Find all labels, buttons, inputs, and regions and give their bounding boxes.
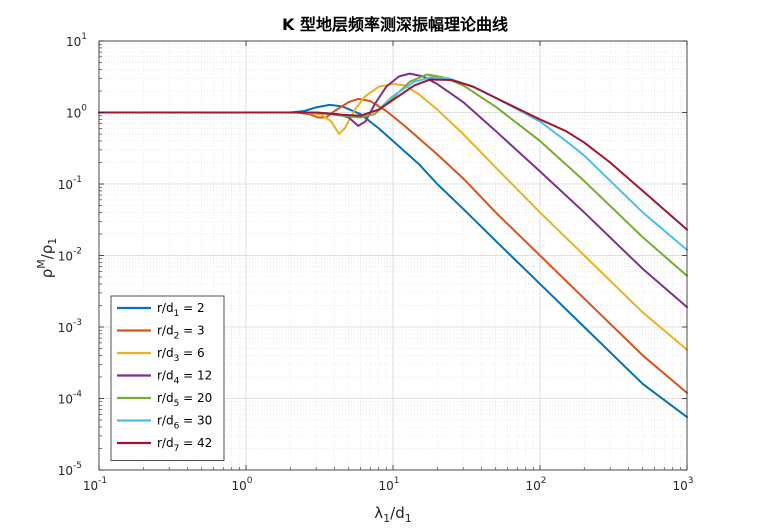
legend-label-2: r/d2 = 3 <box>157 324 205 342</box>
y-axis-label-sup: M <box>35 259 48 269</box>
legend-label-6: r/d6 = 30 <box>157 414 212 432</box>
x-axis-ticks: 10-1 100 101 102 103 <box>83 41 694 493</box>
y-axis-label-main: ρ <box>38 269 56 279</box>
legend-label-3: r/d3 = 6 <box>157 346 205 364</box>
series-line-5 <box>98 73 688 277</box>
legend-label-5: r/d5 = 20 <box>157 391 212 409</box>
y-tick-label-7: 10-5 <box>58 461 82 478</box>
series-line-2 <box>98 97 688 394</box>
chart-title: K 型地层频率测深振幅理论曲线 <box>282 15 508 34</box>
x-tick-label-5: 103 <box>672 476 693 493</box>
y-axis-label-mid: /ρ <box>38 245 56 260</box>
legend: r/d1 = 2 r/d2 = 3 r/d3 = 6 r/d4 = 12 r/d5 = … <box>110 295 225 461</box>
legend-label-4: r/d4 = 12 <box>157 369 212 387</box>
legend-box <box>110 295 225 461</box>
legend-label-7: r/d7 = 42 <box>157 436 212 454</box>
series-line-1 <box>98 103 688 419</box>
x-axis-label-sub2: 1 <box>405 512 412 525</box>
series-line-3 <box>98 83 688 351</box>
y-axis-label: ρM/ρ1 <box>35 238 59 279</box>
series-line-7 <box>98 78 688 231</box>
x-axis-label: λ1/d1 <box>374 504 411 525</box>
y-tick-label-5: 10-3 <box>58 318 82 335</box>
series-lines <box>98 72 688 419</box>
y-tick-label-3: 10-1 <box>58 175 82 192</box>
y-axis-label-sub: 1 <box>46 238 59 245</box>
x-axis-label-mid: /d <box>390 504 405 522</box>
x-tick-label-2: 100 <box>231 476 252 493</box>
y-tick-label-2: 100 <box>66 104 87 121</box>
x-tick-label-4: 102 <box>525 476 546 493</box>
x-axis-label-main: λ <box>374 504 383 522</box>
x-tick-label-1: 10-1 <box>83 476 107 493</box>
y-tick-label-6: 10-4 <box>58 390 83 407</box>
y-tick-label-4: 10-2 <box>58 247 82 264</box>
y-tick-label-1: 101 <box>66 32 87 49</box>
x-axis-label-sub1: 1 <box>383 512 390 525</box>
x-tick-label-3: 101 <box>378 476 399 493</box>
legend-label-1: r/d1 = 2 <box>157 301 205 319</box>
y-axis-ticks: 101 100 10-1 10-2 10-3 10-4 10-5 <box>58 32 687 478</box>
